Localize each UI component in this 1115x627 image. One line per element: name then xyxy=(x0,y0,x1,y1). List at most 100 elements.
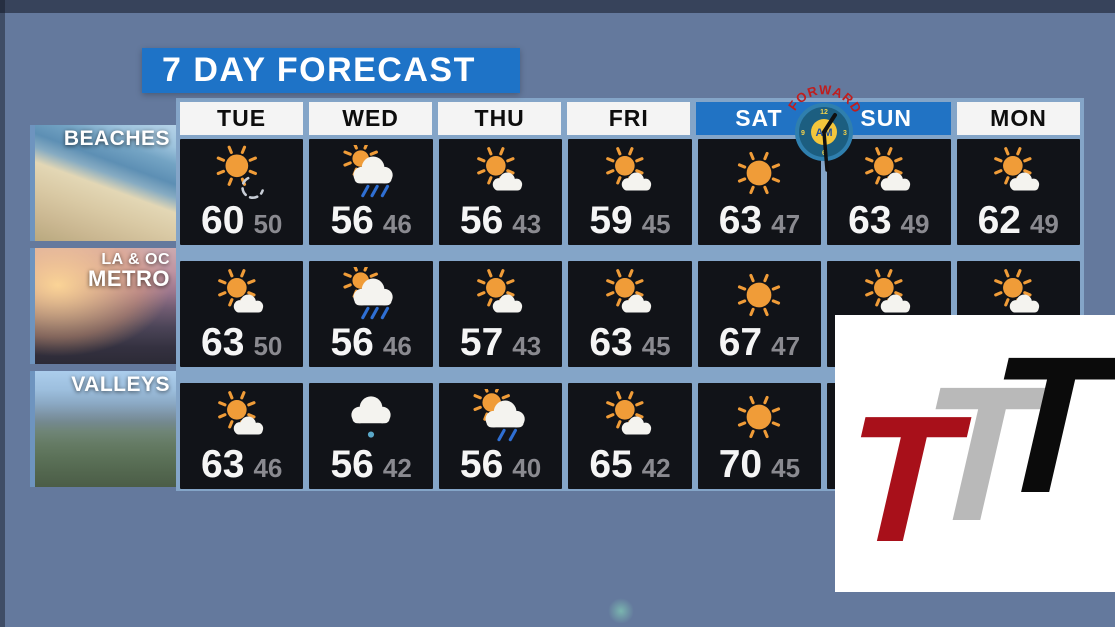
mostly-sunny-icon xyxy=(994,269,1040,313)
weather-icon-slot xyxy=(439,142,562,204)
forecast-cell: 63 49 xyxy=(827,139,951,245)
spring-forward-clock-icon: FORWARD 12 3 6 9 AM xyxy=(783,80,865,176)
sunny-icon xyxy=(738,151,781,195)
page-title: 7 DAY FORECAST xyxy=(162,51,476,89)
high-temp: 56 xyxy=(330,321,374,364)
forecast-cell: 67 47 xyxy=(697,261,822,367)
weather-icon-slot xyxy=(180,386,303,448)
forecast-cell: 62 49 xyxy=(956,139,1080,245)
high-temp: 63 xyxy=(589,321,633,364)
weather-icon-slot xyxy=(568,386,691,448)
low-temp: 42 xyxy=(641,453,671,483)
temps: 67 47 xyxy=(698,323,821,362)
region-label-group: VALLEYS xyxy=(71,373,170,396)
low-temp: 47 xyxy=(771,209,801,239)
region-label: VALLEYS xyxy=(71,373,170,396)
forecast-cell: 56 46 xyxy=(309,261,433,367)
weather-icon-slot xyxy=(827,142,950,204)
temps: 56 40 xyxy=(439,445,562,484)
mostly-sunny-icon xyxy=(864,147,910,191)
forecast-cell: 56 46 xyxy=(309,139,433,245)
region-label-line2: METRO xyxy=(88,265,170,291)
forecast-cell: 56 42 xyxy=(309,383,433,489)
temps: 63 46 xyxy=(180,445,303,484)
forecast-rows: 60 50 56 46 56 xyxy=(180,139,1080,489)
low-temp: 46 xyxy=(382,331,412,361)
weather-icon-slot xyxy=(957,142,1080,204)
forecast-cell: 57 43 xyxy=(438,261,563,367)
high-temp: 63 xyxy=(201,443,245,486)
mostly-sunny-icon xyxy=(476,269,522,313)
low-temp: 50 xyxy=(253,331,283,361)
svg-text:3: 3 xyxy=(843,130,847,137)
low-temp: 43 xyxy=(512,209,542,239)
low-temp: 46 xyxy=(253,453,283,483)
sun-showers-icon xyxy=(473,389,525,442)
high-temp: 63 xyxy=(848,199,892,242)
day-header-mon: MON xyxy=(956,102,1081,135)
high-temp: 62 xyxy=(977,199,1021,242)
forecast-cell: 65 42 xyxy=(568,383,692,489)
day-header-sat: SAT xyxy=(735,105,783,131)
weather-icon-slot xyxy=(180,264,303,326)
high-temp: 70 xyxy=(718,443,763,486)
cloud-drizzle-icon xyxy=(351,396,391,438)
region-label-group: BEACHES xyxy=(64,128,170,150)
weather-icon-slot xyxy=(309,142,432,204)
sunny-icon xyxy=(738,273,781,317)
high-temp: 63 xyxy=(718,199,763,242)
temps: 57 43 xyxy=(439,323,562,362)
high-temp: 56 xyxy=(459,443,504,486)
weather-icon-slot xyxy=(439,264,562,326)
low-temp: 45 xyxy=(641,331,671,361)
temps: 62 49 xyxy=(957,201,1080,240)
forecast-cell: 63 47 xyxy=(697,139,822,245)
day-header-fri: FRI xyxy=(567,102,691,135)
sun-rain-icon xyxy=(343,267,393,320)
high-temp: 56 xyxy=(459,199,504,242)
svg-text:9: 9 xyxy=(801,130,805,137)
mostly-sunny-icon xyxy=(606,391,652,435)
mostly-sunny-icon xyxy=(476,147,522,191)
high-temp: 63 xyxy=(201,321,245,364)
low-temp: 45 xyxy=(771,453,801,483)
weather-icon-slot xyxy=(698,386,821,448)
temps: 56 46 xyxy=(309,323,432,362)
day-header-thu: THU xyxy=(438,102,562,135)
mostly-sunny-icon xyxy=(217,269,263,313)
forecast-title-bar: 7 DAY FORECAST xyxy=(142,48,520,93)
weather-icon-slot xyxy=(957,264,1080,326)
forecast-row-beaches: 60 50 56 46 56 xyxy=(180,139,1080,245)
low-temp: 49 xyxy=(900,209,930,239)
temps: 56 43 xyxy=(439,201,562,240)
temps: 59 45 xyxy=(568,201,691,240)
temps: 63 45 xyxy=(568,323,691,362)
temps: 56 42 xyxy=(309,445,432,484)
high-temp: 57 xyxy=(459,321,504,364)
region-photo-metro: LA & OC METRO xyxy=(30,248,178,364)
day-header-tue: TUE xyxy=(180,102,304,135)
day-header-sun: SUN xyxy=(860,105,912,131)
weather-icon-slot xyxy=(309,264,432,326)
weather-icon-slot xyxy=(698,142,821,204)
forecast-cell: 59 45 xyxy=(568,139,692,245)
low-temp: 43 xyxy=(512,331,542,361)
sunny-icon xyxy=(738,395,781,439)
forecast-cell: 56 40 xyxy=(438,383,563,489)
temps: 63 50 xyxy=(180,323,303,362)
svg-text:12: 12 xyxy=(820,109,828,116)
forecast-cell: 63 46 xyxy=(180,383,304,489)
region-photo-valley: VALLEYS xyxy=(30,371,178,487)
mostly-sunny-icon xyxy=(217,391,263,435)
forecast-cell: 63 50 xyxy=(180,261,304,367)
mostly-sunny-icon xyxy=(994,147,1040,191)
high-temp: 56 xyxy=(330,443,374,486)
mostly-sunny-icon xyxy=(606,147,652,191)
region-label-line1: LA & OC xyxy=(101,251,170,268)
low-temp: 47 xyxy=(771,331,801,361)
weather-icon-slot xyxy=(180,142,303,204)
temps: 63 49 xyxy=(827,201,950,240)
weather-icon-slot xyxy=(309,386,432,448)
low-temp: 45 xyxy=(641,209,671,239)
